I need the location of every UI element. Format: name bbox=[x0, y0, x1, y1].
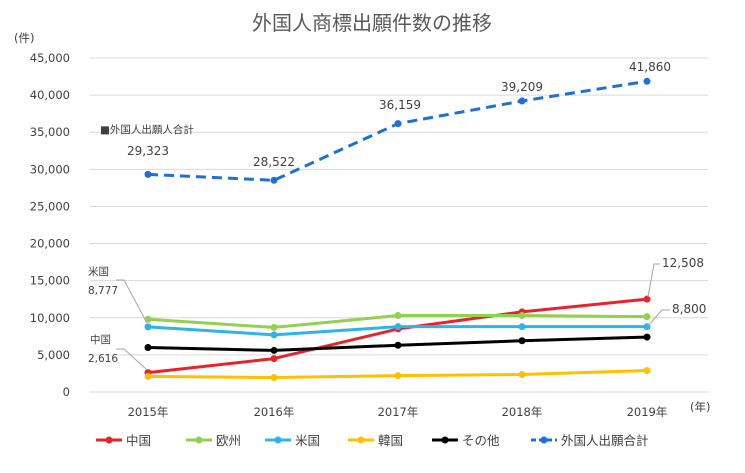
total-label-2019: 41,860 bbox=[629, 60, 671, 74]
series-中国-point bbox=[643, 295, 651, 303]
series-米国-point bbox=[270, 331, 278, 339]
series-外国人出願合計-point bbox=[643, 77, 651, 85]
series-韓国 bbox=[144, 366, 651, 382]
china-2019-label: 12,508 bbox=[662, 256, 704, 270]
legend-label: 欧州 bbox=[216, 433, 241, 448]
series-韓国-point bbox=[643, 366, 651, 374]
y-tick-label: 25,000 bbox=[30, 199, 70, 213]
legend-item: 米国 bbox=[265, 433, 320, 448]
series-その他-point bbox=[394, 341, 402, 349]
legend-label: その他 bbox=[462, 433, 500, 448]
x-tick-label: 2015年 bbox=[128, 405, 169, 419]
series-外国人出願合計-point bbox=[394, 120, 402, 128]
series-欧州 bbox=[144, 312, 651, 331]
y-tick-label: 35,000 bbox=[30, 125, 70, 139]
series-その他 bbox=[144, 333, 651, 354]
series-米国 bbox=[144, 323, 651, 339]
legend-item: 欧州 bbox=[186, 433, 241, 448]
gridlines bbox=[90, 57, 708, 393]
legend-swatch-marker bbox=[540, 436, 548, 444]
total-label-2017: 36,159 bbox=[379, 98, 421, 112]
legend-swatch-marker bbox=[357, 436, 365, 444]
series-韓国-point bbox=[518, 371, 526, 379]
series-外国人出願合計-line bbox=[147, 79, 648, 182]
series-韓国-point bbox=[394, 372, 402, 380]
x-tick-label: 2018年 bbox=[502, 405, 543, 419]
y-axis-label: (件) bbox=[14, 31, 34, 45]
series-外国人出願合計-point bbox=[518, 97, 526, 105]
us-2019-label: 8,800 bbox=[672, 302, 706, 316]
legend-item: その他 bbox=[432, 433, 500, 448]
series-その他-point bbox=[518, 337, 526, 345]
series-外国人出願合計 bbox=[144, 77, 651, 184]
china-callout-name: 中国 bbox=[90, 333, 111, 346]
series-lines bbox=[144, 77, 651, 382]
legend-label: 米国 bbox=[295, 433, 320, 448]
y-tick-labels: 0 5,000 10,000 15,000 20,000 25,000 30,000 35,0… bbox=[30, 51, 70, 399]
legend-label: 韓国 bbox=[378, 433, 403, 448]
y-tick-label: 10,000 bbox=[30, 311, 70, 325]
x-tick-label: 2017年 bbox=[378, 405, 419, 419]
y-tick-label: 5,000 bbox=[37, 348, 70, 362]
series-韓国-point bbox=[270, 374, 278, 382]
annotations: ■外国人出願人合計 29,323 28,522 36,159 39,209 41… bbox=[88, 60, 706, 371]
series-外国人出願合計-point bbox=[270, 176, 278, 184]
y-tick-label: 40,000 bbox=[30, 88, 70, 102]
china-callout-value: 2,616 bbox=[88, 353, 118, 365]
series-外国人出願合計-point bbox=[144, 170, 152, 178]
us-callout-name: 米国 bbox=[88, 265, 109, 278]
legend: 中国 欧州 米国 韓国 その他 外国人出願合計 bbox=[96, 433, 649, 448]
us-2019-leader bbox=[647, 309, 670, 327]
x-axis-label: (年) bbox=[690, 400, 710, 414]
x-tick-label: 2019年 bbox=[627, 405, 668, 419]
y-tick-label: 20,000 bbox=[30, 237, 70, 251]
legend-swatch-marker bbox=[195, 436, 203, 444]
series-その他-point bbox=[144, 343, 152, 351]
total-series-label: ■外国人出願人合計 bbox=[100, 123, 194, 136]
y-tick-label: 0 bbox=[63, 385, 70, 399]
china-callout-leader bbox=[116, 348, 148, 371]
series-その他-point bbox=[643, 333, 651, 341]
series-中国-line bbox=[147, 297, 648, 375]
legend-item: 外国人出願合計 bbox=[531, 433, 649, 448]
series-欧州-point bbox=[643, 313, 651, 321]
legend-swatch-marker bbox=[441, 436, 449, 444]
series-その他-point bbox=[270, 346, 278, 354]
y-tick-label: 45,000 bbox=[30, 51, 70, 65]
legend-label: 中国 bbox=[126, 433, 151, 448]
chart-title: 外国人商標出願件数の推移 bbox=[252, 11, 492, 35]
series-米国-point bbox=[518, 323, 526, 331]
legend-swatch-marker bbox=[105, 436, 113, 444]
y-tick-label: 15,000 bbox=[30, 274, 70, 288]
series-欧州-point bbox=[518, 312, 526, 320]
x-tick-labels: 2015年 2016年 2017年 2018年 2019年 bbox=[128, 405, 668, 419]
us-callout-value: 8,777 bbox=[88, 285, 118, 297]
series-欧州-point bbox=[394, 312, 402, 320]
china-2019-leader bbox=[647, 263, 660, 298]
total-label-2018: 39,209 bbox=[501, 80, 543, 94]
legend-item: 韓国 bbox=[348, 433, 403, 448]
y-tick-label: 30,000 bbox=[30, 162, 70, 176]
series-欧州-point bbox=[270, 323, 278, 331]
legend-item: 中国 bbox=[96, 433, 151, 448]
total-label-2016: 28,522 bbox=[253, 155, 295, 169]
legend-swatch-marker bbox=[274, 436, 282, 444]
series-韓国-point bbox=[144, 372, 152, 380]
legend-label: 外国人出願合計 bbox=[561, 433, 649, 448]
series-中国 bbox=[144, 295, 651, 377]
total-label-2015: 29,323 bbox=[127, 144, 169, 158]
series-米国-point bbox=[394, 323, 402, 331]
series-米国-point bbox=[144, 323, 152, 331]
x-tick-label: 2016年 bbox=[254, 405, 295, 419]
series-中国-point bbox=[270, 355, 278, 363]
us-callout-leader bbox=[116, 279, 148, 324]
